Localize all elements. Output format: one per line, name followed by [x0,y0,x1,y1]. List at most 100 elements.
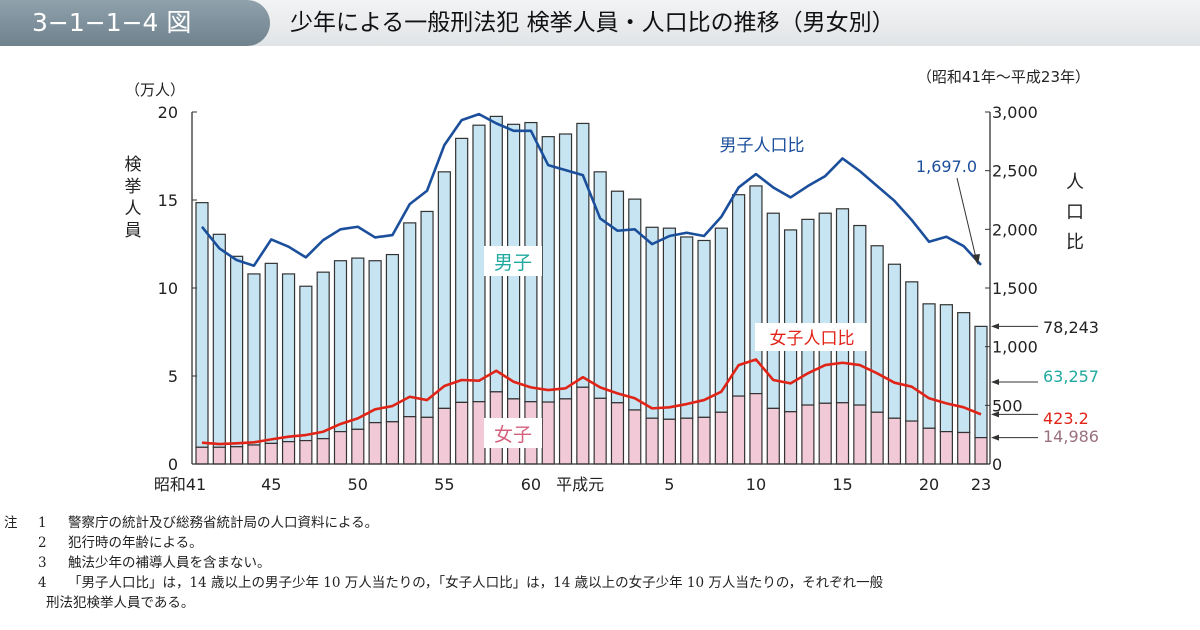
female-bar-S43 [230,446,244,465]
male-rate-arrowhead [972,254,980,265]
female-bar-H16 [853,404,867,465]
male-bar-H21 [939,304,953,433]
callout-arrowhead [991,323,999,330]
figure-title: 少年による一般刑法犯 検挙人員・人口比の推移（男女別） [290,10,895,36]
female-rate-last-value: 423.2 [1043,409,1089,428]
female-bar-H4 [645,417,659,465]
period-label: （昭和41年〜平成23年） [917,68,1090,86]
x-tick-label: 55 [434,475,454,494]
male-bar-H2 [610,190,625,404]
left-tick-label: 15 [158,191,178,210]
male-bar-S56 [455,137,469,403]
notes: 注 1 警察庁の統計及び総務省統計局の人口資料による。 2 犯行時の年齢による。 3 触… [0,513,883,613]
male-bar-S54 [420,210,434,418]
bars [195,115,988,465]
female-bar-H1 [593,397,607,465]
male-bar-H18 [887,263,902,419]
female-bar-S53 [403,416,417,465]
note-number: 1 [38,515,47,531]
male-bar-H19 [905,281,919,422]
note-number: 3 [38,555,47,571]
male-rate-label: 男子人口比 [720,136,805,156]
male-bar-H14 [818,212,832,404]
right-axis-label-char: 口 [1066,202,1084,223]
tick-labels: 0 5 10 15 20 0 500 1,000 1,500 2,000 2,500 3,000 昭和4… [154,103,1038,494]
note-continuation: 刑法犯検挙人員である。 [46,595,195,611]
x-tick-label: 50 [348,475,368,494]
female-bar-H2 [610,402,625,465]
female-bar-S52 [385,421,400,465]
note-text: 犯行時の年齢による。 [68,535,203,551]
right-tick-label: 0 [992,455,1002,474]
female-bar-S54 [420,416,434,465]
female-bar-H9 [732,395,746,465]
female-bar-H14 [818,402,832,465]
female-bar-H7 [697,416,711,465]
male-bar-H6 [680,236,694,419]
left-tick-label: 10 [158,279,178,298]
x-tick-label: 10 [746,475,766,494]
female-bar-S49 [333,431,348,465]
male-bar-S48 [316,271,330,440]
right-axis-label-char: 人 [1066,172,1084,193]
x-tick-label: 23 [971,475,991,494]
male-bar-S44 [247,273,261,446]
male-bar-H5 [662,227,677,420]
note-text: 触法少年の補導人員を含まない。 [68,555,271,571]
male-bar-S42 [212,233,226,448]
male-label-bg [484,246,542,276]
callouts [991,323,1038,441]
male-bar-S41 [195,202,209,448]
right-tick-label: 2,000 [992,220,1038,239]
female-bar-S47 [299,439,313,465]
male-bar-S50 [351,257,365,430]
female-bar-S56 [455,401,469,465]
right-axis-label: 人口比 [1066,172,1084,253]
x-tick-label: 60 [521,475,541,494]
x-tick-label: 昭和41 [154,475,206,494]
male-last-value: 63,257 [1043,367,1099,386]
male-bar-S57 [472,124,486,403]
left-axis-label-char: 検 [125,155,142,175]
male-bar-S52 [385,253,400,423]
right-axis-label-char: 比 [1066,232,1084,253]
right-tick-label: 3,000 [992,103,1038,122]
male-bar-S53 [403,222,417,418]
female-series-label: 女子 [494,424,532,446]
male-bar-H23 [974,325,988,439]
male-bar-S46 [281,273,296,443]
female-bar-S62 [558,398,573,465]
female-rate-label: 女子人口比 [770,329,855,349]
female-bar-S46 [281,441,296,465]
female-bar-S63 [576,386,590,465]
female-bar-S45 [264,442,278,465]
note-number: 2 [38,535,47,551]
figure-number: 3−1−1−4 図 [0,0,270,46]
left-axis-label: 検挙人員 [125,155,142,241]
callout-arrowhead [991,378,999,385]
note-number: 4 [38,575,47,591]
female-bar-H3 [628,409,642,465]
male-bar-H22 [957,312,971,434]
female-bar-H21 [939,431,953,465]
callout-arrowhead [991,411,999,418]
male-bar-H7 [697,239,711,418]
female-rate-line [201,358,982,446]
male-bar-S55 [437,171,451,409]
female-bar-H10 [749,393,763,465]
left-tick-label: 20 [158,103,178,122]
left-axis-label-char: 人 [125,199,142,219]
male-bar-H20 [922,303,936,429]
female-bar-H6 [680,417,694,465]
female-bar-S50 [351,428,365,465]
total-last-value: 78,243 [1043,318,1099,337]
female-bar-S44 [247,444,261,465]
female-bar-H11 [766,407,780,465]
x-tick-label: 平成元 [556,475,604,494]
male-bar-S63 [576,122,590,388]
male-bar-H17 [870,245,884,413]
note-text: 警察庁の統計及び総務省統計局の人口資料による。 [68,515,379,531]
male-bar-S45 [264,262,278,445]
header-bar: 3−1−1−4 図 少年による一般刑法犯 検挙人員・人口比の推移（男女別） [0,0,1200,46]
